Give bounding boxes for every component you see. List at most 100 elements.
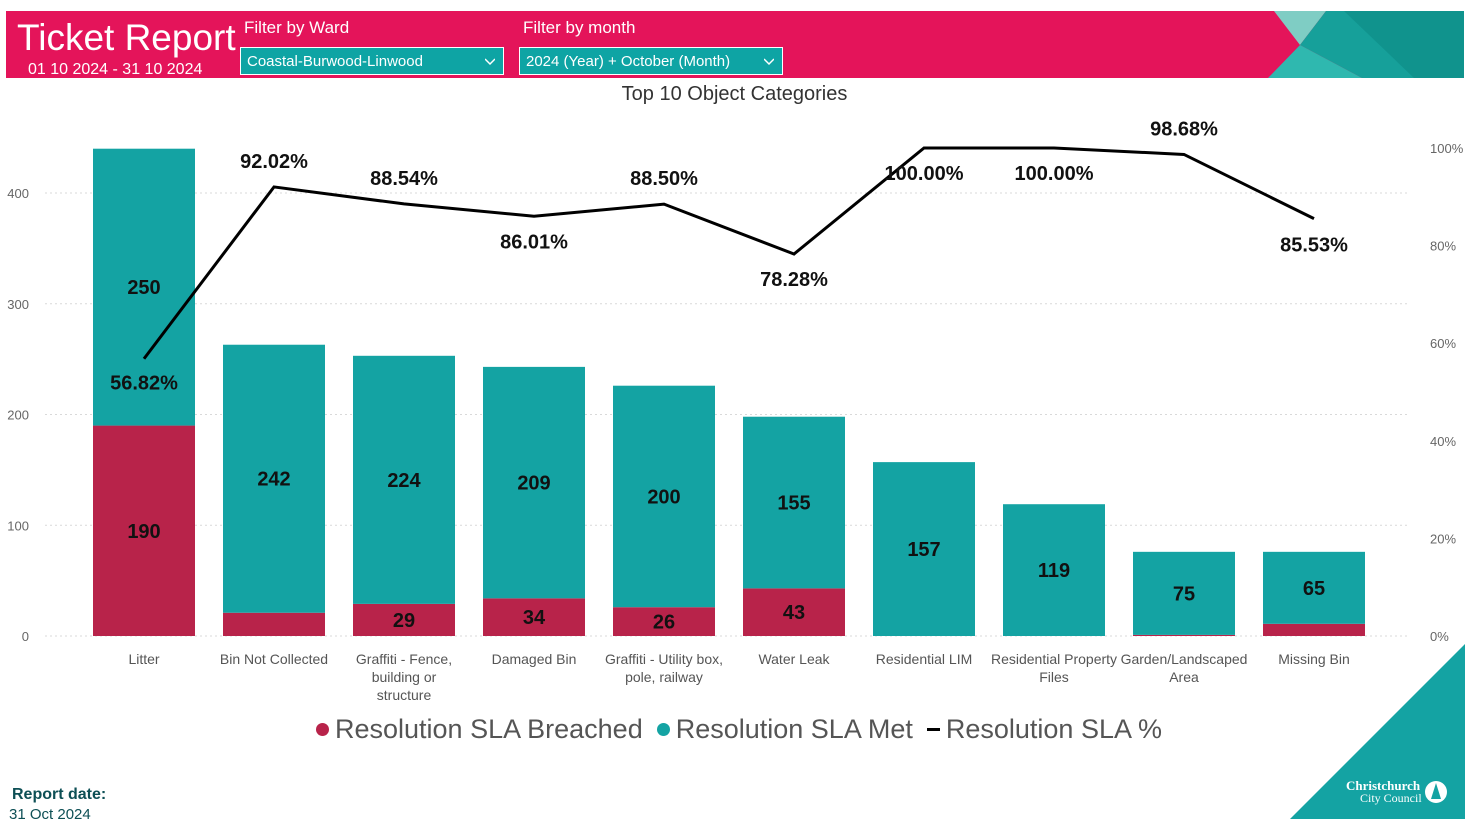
bar-breached bbox=[483, 598, 585, 636]
label-met: 250 bbox=[127, 277, 160, 299]
label-met: 75 bbox=[1173, 583, 1195, 605]
report-date-value: 31 Oct 2024 bbox=[9, 806, 91, 823]
sla-pct-label: 98.68% bbox=[1150, 118, 1218, 140]
bar-met bbox=[353, 355, 455, 604]
bar-breached bbox=[1263, 623, 1365, 636]
report-date-label: Report date: bbox=[12, 786, 107, 803]
chevron-down-icon bbox=[764, 58, 774, 66]
bar-breached bbox=[223, 612, 325, 636]
header-banner: Ticket Report 01 10 2024 - 31 10 2024 Fi… bbox=[6, 11, 1464, 78]
legend-met-label: Resolution SLA Met bbox=[675, 714, 913, 744]
label-met: 209 bbox=[517, 473, 550, 495]
x-tick-label: Bin Not Collected bbox=[220, 651, 328, 667]
bar-met bbox=[483, 366, 585, 599]
label-met: 65 bbox=[1303, 578, 1325, 600]
y-right-tick: 0% bbox=[1430, 629, 1449, 644]
council-logo: Christchurch City Council bbox=[1346, 779, 1422, 804]
bar-met bbox=[1133, 551, 1235, 635]
y-left-tick: 0 bbox=[22, 629, 29, 644]
sla-pct-label: 92.02% bbox=[240, 151, 308, 173]
ward-filter-dropdown[interactable]: Coastal-Burwood-Linwood bbox=[240, 47, 504, 75]
corner-decoration bbox=[1290, 644, 1465, 819]
y-right-tick: 40% bbox=[1430, 434, 1456, 449]
bar-met bbox=[93, 148, 195, 426]
legend-line-marker bbox=[926, 728, 940, 731]
month-filter-label: Filter by month bbox=[523, 18, 636, 37]
y-left-tick: 300 bbox=[7, 297, 29, 312]
y-left-tick: 200 bbox=[7, 408, 29, 423]
bar-met bbox=[743, 416, 845, 589]
y-right-tick: 20% bbox=[1430, 531, 1456, 546]
header-decoration bbox=[1268, 11, 1464, 78]
x-tick-label: Missing Bin bbox=[1278, 651, 1350, 667]
sla-pct-label: 100.00% bbox=[1015, 163, 1094, 185]
x-tick-label: Litter bbox=[128, 651, 159, 667]
sla-pct-label: 100.00% bbox=[885, 163, 964, 185]
ward-filter-value: Coastal-Burwood-Linwood bbox=[247, 53, 423, 70]
label-breached: 26 bbox=[653, 612, 675, 634]
month-filter-value: 2024 (Year) + October (Month) bbox=[526, 53, 731, 70]
label-met: 200 bbox=[647, 486, 680, 508]
y-right-tick: 100% bbox=[1430, 141, 1464, 156]
bar-met bbox=[873, 462, 975, 636]
x-tick-label: Garden/Landscaped bbox=[1121, 651, 1248, 667]
legend-item-met[interactable]: Resolution SLA Met bbox=[656, 714, 913, 745]
x-tick-label: Damaged Bin bbox=[492, 651, 577, 667]
label-breached: 34 bbox=[523, 607, 546, 629]
month-filter-dropdown[interactable]: 2024 (Year) + October (Month) bbox=[519, 47, 783, 75]
label-breached: 29 bbox=[393, 610, 415, 632]
logo-line2: City Council bbox=[1360, 791, 1422, 805]
x-tick-label: structure bbox=[377, 687, 432, 703]
x-tick-label: Area bbox=[1169, 669, 1199, 685]
chart-legend: Resolution SLA Breached Resolution SLA M… bbox=[316, 714, 1176, 745]
sla-pct-label: 85.53% bbox=[1280, 235, 1348, 257]
sla-pct-label: 56.82% bbox=[110, 373, 178, 395]
label-met: 157 bbox=[907, 539, 940, 561]
label-met: 242 bbox=[257, 469, 290, 491]
label-met: 119 bbox=[1038, 560, 1070, 582]
bar-breached bbox=[93, 425, 195, 636]
combo-chart: 0 100 200 300 400 0% 20% 40% 60% 80% 100% 190 250 Lit… bbox=[7, 118, 1464, 703]
bar-met bbox=[1003, 504, 1105, 636]
bar-met bbox=[613, 385, 715, 608]
legend-item-breached[interactable]: Resolution SLA Breached bbox=[316, 714, 643, 745]
chart-title: Top 10 Object Categories bbox=[621, 83, 848, 105]
x-tick-label: Graffiti - Fence, bbox=[356, 651, 452, 667]
label-breached: 43 bbox=[783, 602, 805, 624]
bar-breached bbox=[1133, 634, 1235, 636]
sla-line bbox=[142, 146, 1315, 360]
sla-pct-label: 86.01% bbox=[500, 231, 568, 253]
sla-pct-label: 78.28% bbox=[760, 269, 828, 291]
label-met: 224 bbox=[387, 470, 421, 492]
x-tick-label: Files bbox=[1039, 669, 1069, 685]
y-right-tick: 80% bbox=[1430, 239, 1456, 254]
x-tick-label: Residential Property bbox=[991, 651, 1117, 667]
x-tick-label: building or bbox=[372, 669, 437, 685]
y-left-tick: 100 bbox=[7, 518, 29, 533]
bar-breached bbox=[743, 588, 845, 636]
label-met: 155 bbox=[777, 493, 810, 515]
x-tick-label: Graffiti - Utility box, bbox=[605, 651, 723, 667]
bar-met bbox=[223, 344, 325, 613]
cathedral-icon bbox=[1425, 781, 1447, 803]
date-range: 01 10 2024 - 31 10 2024 bbox=[28, 61, 203, 78]
legend-breached-label: Resolution SLA Breached bbox=[335, 714, 643, 744]
bar-breached bbox=[613, 607, 715, 636]
legend-breached-marker bbox=[316, 723, 329, 736]
x-tick-label: pole, railway bbox=[625, 669, 703, 685]
ward-filter-label: Filter by Ward bbox=[244, 18, 350, 37]
label-breached: 190 bbox=[127, 521, 160, 543]
x-tick-label: Water Leak bbox=[758, 651, 830, 667]
sla-pct-label: 88.54% bbox=[370, 168, 438, 190]
legend-item-sla-pct[interactable]: Resolution SLA % bbox=[926, 714, 1162, 745]
chevron-down-icon bbox=[485, 58, 495, 66]
y-left-tick: 400 bbox=[7, 186, 29, 201]
legend-sla-pct-label: Resolution SLA % bbox=[945, 714, 1162, 744]
logo-line1: Christchurch bbox=[1346, 778, 1421, 793]
bar-breached bbox=[353, 603, 455, 636]
y-right-tick: 60% bbox=[1430, 336, 1456, 351]
x-tick-label: Residential LIM bbox=[876, 651, 973, 667]
report-title: Ticket Report bbox=[17, 17, 236, 58]
bar-met bbox=[1263, 551, 1365, 624]
legend-met-marker bbox=[656, 723, 670, 736]
